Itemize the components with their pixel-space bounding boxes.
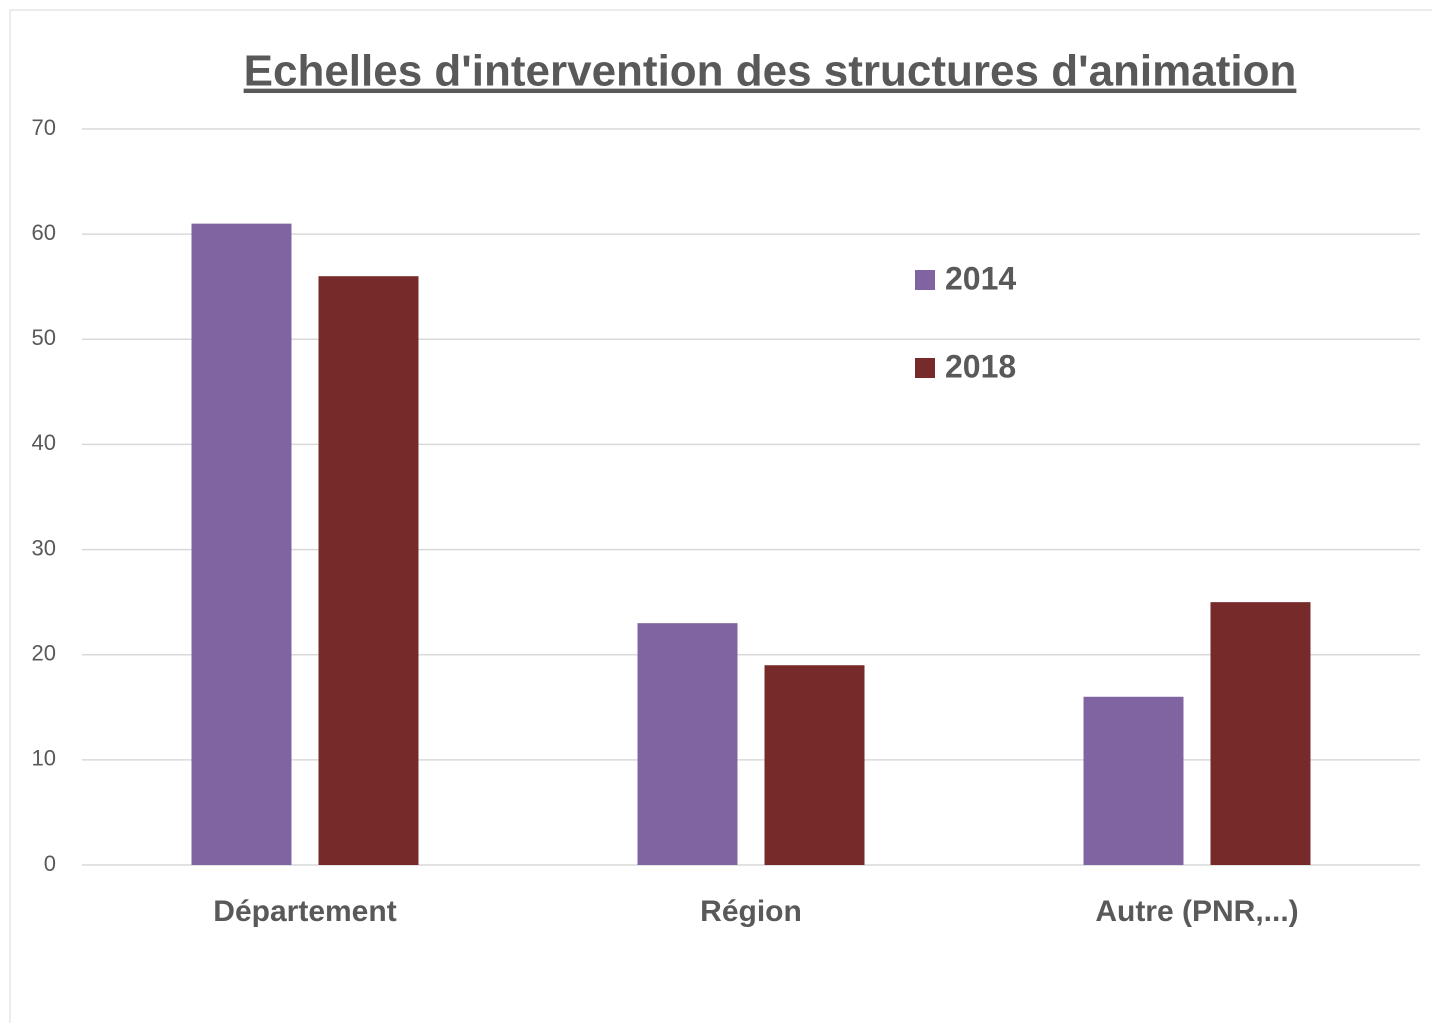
- x-tick-label: Autre (PNR,...): [1095, 895, 1298, 928]
- bar: [1210, 602, 1311, 865]
- y-tick-label: 0: [44, 851, 56, 876]
- chart-title: Echelles d'intervention des structures d…: [244, 47, 1297, 96]
- y-tick-label: 30: [32, 535, 56, 560]
- y-tick-label: 20: [32, 641, 56, 666]
- y-tick-label: 10: [32, 746, 56, 771]
- bar: [637, 623, 738, 865]
- x-tick-label: Département: [213, 895, 396, 928]
- legend-swatch: [915, 358, 935, 378]
- bar: [318, 276, 419, 865]
- legend-swatch: [915, 270, 935, 290]
- bar: [764, 665, 865, 865]
- y-tick-label: 60: [32, 220, 56, 245]
- bar: [191, 223, 292, 866]
- y-tick-label: 70: [32, 115, 56, 140]
- bar: [1083, 696, 1184, 865]
- x-tick-label: Région: [700, 895, 802, 928]
- y-tick-label: 50: [32, 325, 56, 350]
- legend-label: 2014: [945, 260, 1016, 296]
- y-tick-label: 40: [32, 430, 56, 455]
- legend-label: 2018: [945, 348, 1016, 384]
